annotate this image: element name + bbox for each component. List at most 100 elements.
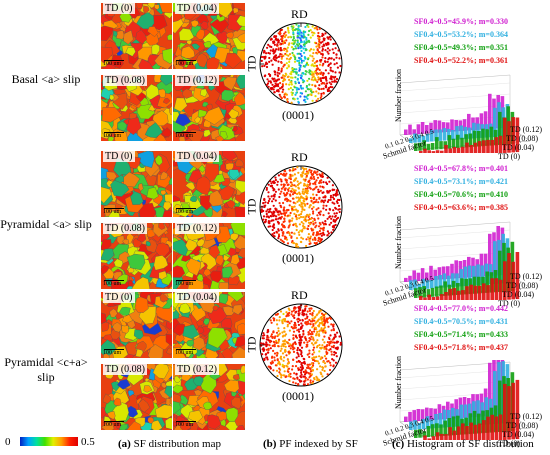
caption-a: (a) SF distribution map <box>118 438 221 450</box>
caption-b-letter: (b) <box>263 438 277 450</box>
scale-bar-line <box>176 349 196 350</box>
scale-bar-line <box>176 60 196 61</box>
sf-map-1-4: TD (0.12) 100 um <box>172 74 246 142</box>
hist-stat-line: SF0.4~0.5=71.8%; m=0.437 <box>414 343 508 352</box>
td-label: TD (0.12) <box>175 223 219 234</box>
scale-bar-label: 100 um <box>175 350 194 356</box>
pf-label-td: TD <box>244 336 259 353</box>
grain-image <box>101 364 173 430</box>
hist-ylabel: Number fraction <box>394 355 404 410</box>
hist-series-label: TD (0.04) <box>502 143 534 152</box>
sf-map-1-3: TD (0.08) 100 um <box>100 74 174 142</box>
scale-bar-label: 100 um <box>175 61 194 67</box>
hist-series-label: TD (0.04) <box>502 430 534 439</box>
pf-label-td: TD <box>244 198 259 215</box>
row-label-pyramidal-ca-line1: Pyramidal <c+a> <box>4 355 88 369</box>
caption-a-letter: (a) <box>118 438 131 450</box>
row-label-pyramidal-a: Pyramidal <a> slip <box>0 217 92 231</box>
td-label: TD (0) <box>103 151 135 162</box>
hist-stat-line: SF0.4~0.5=49.3%; m=0.351 <box>414 43 508 52</box>
colorbar-max: 0.5 <box>81 436 95 448</box>
scale-bar-label: 100 um <box>103 422 122 428</box>
hist-series-label: TD (0.08) <box>506 281 538 290</box>
hist-series-label: TD (0) <box>498 439 520 448</box>
scale-bar-label: 100 um <box>103 281 122 287</box>
td-label: TD (0.12) <box>175 364 219 375</box>
sf-map-2-2: TD (0.04) 100 um <box>172 150 246 218</box>
pole-figure-plot <box>259 165 343 249</box>
sf-map-2-4: TD (0.12) 100 um <box>172 222 246 290</box>
scale-bar-label: 100 um <box>175 209 194 215</box>
scale-bar-label: 100 um <box>175 281 194 287</box>
row-label-pyramidal-ca-line2: slip <box>37 370 55 384</box>
scale-bar-line <box>104 280 124 281</box>
hist-stat-line: SF0.4~0.5=73.1%; m=0.421 <box>414 177 508 186</box>
hist-stat-line: SF0.4~0.5=70.5%; m=0.431 <box>414 317 508 326</box>
hist-stat-line: SF0.4~0.5=77.0%; m=0.442 <box>414 304 508 313</box>
caption-b: (b) PF indexed by SF <box>263 438 358 450</box>
hist-ylabel: Number fraction <box>394 68 404 123</box>
td-label: TD (0) <box>103 3 135 14</box>
hist-stat-line: SF0.4~0.5=53.2%; m=0.364 <box>414 30 508 39</box>
sf-map-3-1: TD (0) 100 um <box>100 291 174 359</box>
hist-ylabel: Number fraction <box>394 215 404 270</box>
hist-series-label: TD (0.12) <box>510 412 542 421</box>
scale-bar-line <box>104 60 124 61</box>
td-label: TD (0.08) <box>103 75 147 86</box>
pole-figure-1 <box>259 22 343 106</box>
row-label-basal: Basal <a> slip <box>11 72 81 86</box>
hist-plot <box>399 221 531 300</box>
caption-c-letter: (c) <box>392 438 405 450</box>
td-label: TD (0.04) <box>175 3 219 14</box>
sf-map-2-3: TD (0.08) 100 um <box>100 222 174 290</box>
sf-map-2-1: TD (0) 100 um <box>100 150 174 218</box>
pf-label-pole: (0001) <box>282 251 314 265</box>
hist-stat-line: SF0.4~0.5=67.8%; m=0.401 <box>414 164 508 173</box>
scale-bar-line <box>104 349 124 350</box>
grain-image <box>101 3 173 69</box>
pole-figure-3 <box>259 303 343 387</box>
pole-figure-2 <box>259 165 343 249</box>
hist-series-label: TD (0.04) <box>502 290 534 299</box>
pf-label-td: TD <box>244 55 259 72</box>
sf-map-1-2: TD (0.04) 100 um <box>172 2 246 70</box>
hist-plot <box>399 74 531 153</box>
sf-map-1-1: TD (0) 100 um <box>100 2 174 70</box>
td-label: TD (0.08) <box>103 364 147 375</box>
grain-image <box>173 364 245 430</box>
pf-label-rd: RD <box>291 288 308 302</box>
scale-bar-label: 100 um <box>175 422 194 428</box>
colorbar-min: 0 <box>5 436 11 448</box>
row-label-pyramidal-ca: Pyramidal <c+a> slip <box>0 355 92 385</box>
scale-bar-label: 100 um <box>103 61 122 67</box>
hist-series-label: TD (0) <box>498 152 520 161</box>
scale-bar-label: 100 um <box>103 133 122 139</box>
hist-plot <box>399 360 531 440</box>
td-label: TD (0.12) <box>175 75 219 86</box>
hist-stat-line: SF0.4~0.5=71.4%; m=0.433 <box>414 330 508 339</box>
hist-series-label: TD (0.08) <box>506 421 538 430</box>
scale-bar-label: 100 um <box>175 133 194 139</box>
scale-bar-label: 100 um <box>103 350 122 356</box>
hist-series-label: TD (0) <box>498 299 520 308</box>
scale-bar-line <box>104 421 124 422</box>
pf-label-pole: (0001) <box>282 108 314 122</box>
grain-image <box>101 75 173 141</box>
td-label: TD (0.04) <box>175 292 219 303</box>
pf-label-rd: RD <box>291 7 308 21</box>
hist-stat-line: SF0.4~0.5=45.9%; m=0.330 <box>414 17 508 26</box>
grain-image <box>101 151 173 217</box>
scale-bar-line <box>176 280 196 281</box>
td-label: TD (0.04) <box>175 151 219 162</box>
caption-b-text: PF indexed by SF <box>276 438 358 450</box>
grain-image <box>173 75 245 141</box>
sf-map-3-4: TD (0.12) 100 um <box>172 363 246 431</box>
scale-bar-line <box>176 208 196 209</box>
hist-series-label: TD (0.12) <box>510 272 542 281</box>
pf-label-pole: (0001) <box>282 389 314 403</box>
hist-series-label: TD (0.12) <box>510 125 542 134</box>
td-label: TD (0) <box>103 292 135 303</box>
pole-figure-plot <box>259 303 343 387</box>
hist-stat-line: SF0.4~0.5=63.6%; m=0.385 <box>414 203 508 212</box>
td-label: TD (0.08) <box>103 223 147 234</box>
